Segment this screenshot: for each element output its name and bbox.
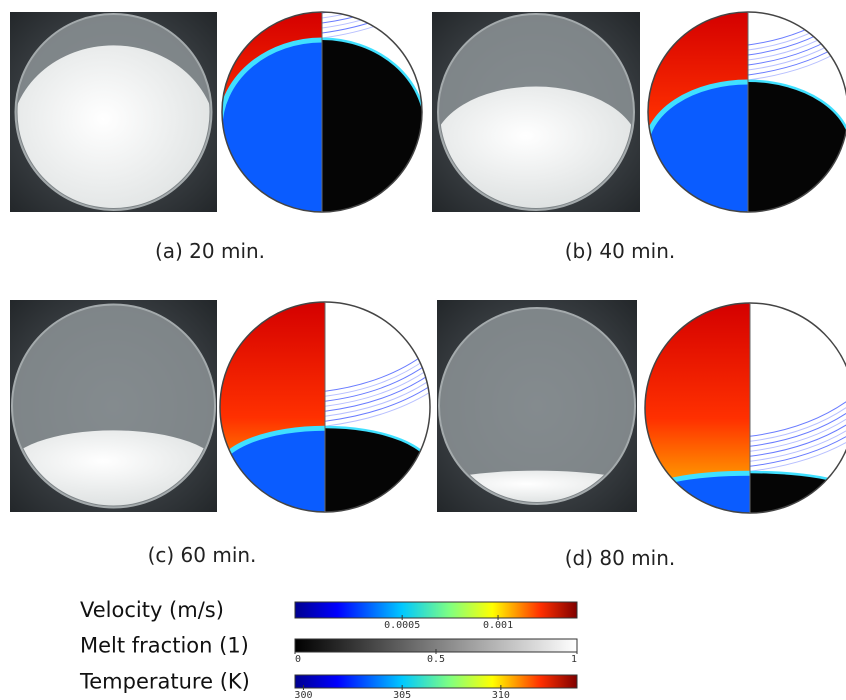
panel: (c) 60 min.	[7, 300, 432, 567]
caption: (a) 20 min.	[155, 239, 265, 263]
caption: (d) 80 min.	[565, 546, 676, 570]
colorbar-tick-label: 0	[295, 654, 301, 665]
streamline	[322, 0, 422, 8]
colorbar-tick-label: 305	[393, 690, 411, 700]
photo	[10, 12, 217, 230]
photo	[7, 300, 220, 512]
figure: (a) 20 min. (b) 40 min. (c) 60 min. (d) 80 …	[0, 0, 846, 700]
colorbar-tick-label: 310	[492, 690, 510, 700]
simulation	[643, 303, 846, 517]
colorbar-tick-label: 0.001	[483, 620, 513, 631]
colorbar-label: Temperature (K)	[79, 670, 250, 694]
panel: (b) 40 min.	[432, 4, 846, 263]
colorbar-tick-label: 1	[571, 654, 577, 665]
streamline	[322, 0, 422, 18]
colorbars: Velocity (m/s) 0.0005 0.001 Melt fraction (…	[79, 598, 577, 700]
simulation	[646, 4, 846, 216]
panel: (a) 20 min.	[10, 0, 424, 263]
streamline	[322, 0, 422, 3]
photo	[432, 12, 640, 212]
caption: (b) 40 min.	[565, 239, 676, 263]
colorbar-label: Melt fraction (1)	[80, 634, 249, 658]
colorbar	[295, 602, 577, 618]
colorbar-label: Velocity (m/s)	[80, 598, 224, 622]
page: (a) 20 min. (b) 40 min. (c) 60 min. (d) 80 …	[0, 0, 846, 700]
panels: (a) 20 min. (b) 40 min. (c) 60 min. (d) 80 …	[7, 0, 846, 570]
panel: (d) 80 min.	[434, 300, 846, 570]
caption: (c) 60 min.	[148, 543, 257, 567]
colorbar	[295, 675, 577, 688]
colorbar-tick-label: 0.0005	[384, 620, 420, 631]
colorbar-tick-label: 0.5	[427, 654, 445, 665]
photo	[434, 300, 640, 512]
streamline	[322, 0, 422, 13]
colorbar-tick-label: 300	[294, 690, 312, 700]
